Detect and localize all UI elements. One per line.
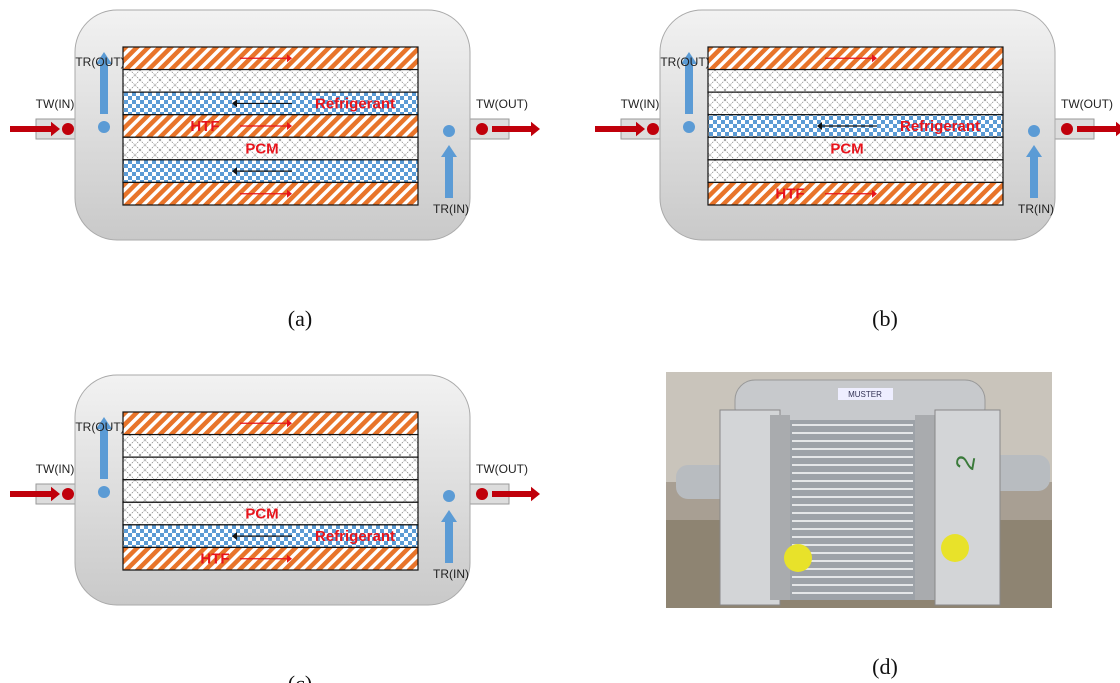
refrigerant-label: Refrigerant xyxy=(315,95,395,112)
tr-in: TR(IN) xyxy=(1018,202,1054,216)
arrow xyxy=(445,155,453,198)
port xyxy=(476,488,488,500)
panel-label: (d) xyxy=(872,654,898,679)
layer xyxy=(123,70,418,93)
plate-text: MUSTER xyxy=(848,390,882,399)
port xyxy=(443,490,455,502)
port xyxy=(443,125,455,137)
tr-in: TR(IN) xyxy=(433,202,469,216)
panel-label: (b) xyxy=(872,306,898,331)
pcm-label: PCM xyxy=(245,141,278,158)
tw-out: TW(OUT) xyxy=(1061,97,1113,111)
arrow xyxy=(100,427,108,479)
port xyxy=(1061,123,1073,135)
port xyxy=(98,121,110,133)
layer xyxy=(708,92,1003,115)
arrow xyxy=(445,520,453,563)
layer xyxy=(123,480,418,503)
tw-in: TW(IN) xyxy=(36,462,75,476)
tw-out: TW(OUT) xyxy=(476,462,528,476)
tr-in: TR(IN) xyxy=(433,567,469,581)
tw-in: TW(IN) xyxy=(621,97,660,111)
arrow-head xyxy=(531,122,540,136)
arrow-head xyxy=(1116,122,1120,136)
port xyxy=(98,486,110,498)
layer xyxy=(123,457,418,480)
port xyxy=(62,488,74,500)
port xyxy=(1028,125,1040,137)
port xyxy=(683,121,695,133)
layer xyxy=(708,70,1003,93)
htf-label: HTF xyxy=(200,551,229,568)
layer xyxy=(708,160,1003,183)
tr-out: TR(OUT) xyxy=(75,420,124,434)
tr-out: TR(OUT) xyxy=(75,55,124,69)
arrow xyxy=(1030,155,1038,198)
refrigerant-label: Refrigerant xyxy=(900,118,980,135)
panel: PCM Refrigerant HTF TW(IN) TW(OUT) TR(OUT) TR(… xyxy=(10,375,540,683)
pcm-label: PCM xyxy=(245,506,278,523)
photo: MUSTER 2 xyxy=(666,372,1052,608)
pcm-label: PCM xyxy=(830,141,863,158)
tr-out: TR(OUT) xyxy=(660,55,709,69)
panel: Refrigerant PCM HTF TW(IN) TW(OUT) TR(OUT) TR(… xyxy=(595,10,1120,331)
tw-out: TW(OUT) xyxy=(476,97,528,111)
panel-label: (c) xyxy=(288,671,312,683)
panel: Refrigerant HTF PCM TW(IN) TW(OUT) TR(OUT) TR(… xyxy=(10,10,540,331)
port xyxy=(647,123,659,135)
port xyxy=(62,123,74,135)
arrow xyxy=(685,62,693,114)
port xyxy=(476,123,488,135)
htf-label: HTF xyxy=(190,118,219,135)
arrow xyxy=(100,62,108,114)
arrow-head xyxy=(531,487,540,501)
refrigerant-label: Refrigerant xyxy=(315,528,395,545)
figure: MUSTER 2 Refrigerant HTF PCM TW(IN) TW(OUT) T… xyxy=(0,0,1120,683)
tw-in: TW(IN) xyxy=(36,97,75,111)
layer xyxy=(123,435,418,458)
htf-label: HTF xyxy=(775,186,804,203)
panel-label: (a) xyxy=(288,306,312,331)
